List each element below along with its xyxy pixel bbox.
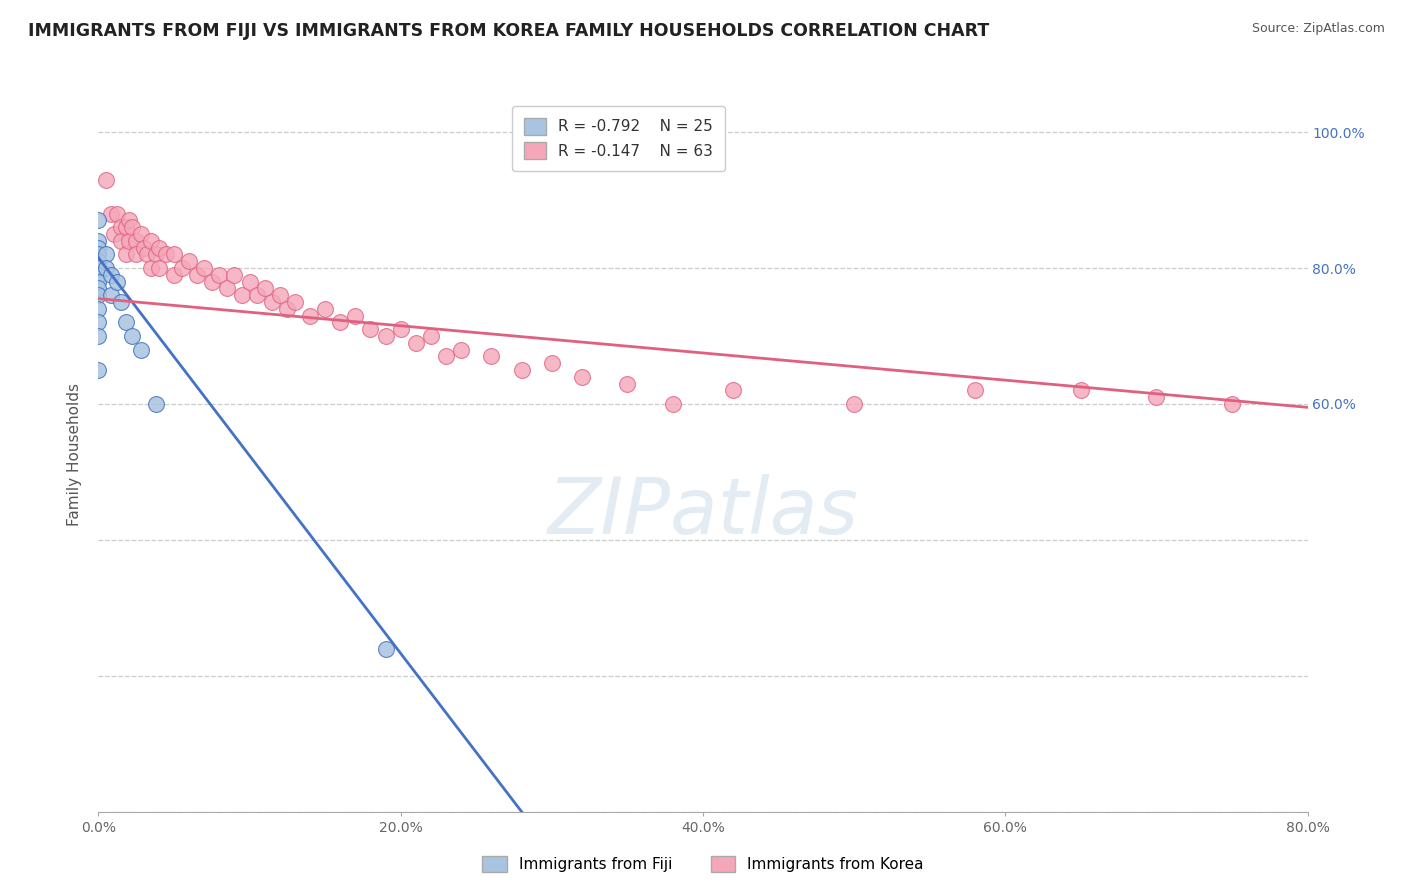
- Point: [105, 275, 128, 289]
- Point: [224, 268, 246, 282]
- Point: [129, 227, 152, 241]
- Point: [114, 315, 136, 329]
- Point: [100, 207, 122, 221]
- Point: [145, 397, 167, 411]
- Point: [87, 275, 110, 289]
- Text: ZIPatlas: ZIPatlas: [547, 474, 859, 550]
- Point: [163, 247, 186, 261]
- Point: [374, 641, 396, 656]
- Text: Source: ZipAtlas.com: Source: ZipAtlas.com: [1251, 22, 1385, 36]
- Point: [193, 260, 215, 275]
- Point: [105, 207, 128, 221]
- Point: [481, 350, 503, 364]
- Text: IMMIGRANTS FROM FIJI VS IMMIGRANTS FROM KOREA FAMILY HOUSEHOLDS CORRELATION CHAR: IMMIGRANTS FROM FIJI VS IMMIGRANTS FROM …: [28, 22, 990, 40]
- Point: [1070, 384, 1092, 398]
- Point: [723, 384, 745, 398]
- Point: [231, 288, 253, 302]
- Point: [87, 301, 110, 316]
- Point: [100, 288, 122, 302]
- Legend: Immigrants from Fiji, Immigrants from Korea: Immigrants from Fiji, Immigrants from Ko…: [475, 848, 931, 880]
- Point: [125, 247, 148, 261]
- Point: [129, 343, 152, 357]
- Point: [405, 335, 427, 350]
- Point: [374, 329, 396, 343]
- Point: [135, 247, 157, 261]
- Point: [87, 234, 110, 248]
- Point: [87, 241, 110, 255]
- Point: [314, 301, 336, 316]
- Point: [114, 220, 136, 235]
- Point: [94, 260, 117, 275]
- Point: [329, 315, 352, 329]
- Point: [87, 254, 110, 268]
- Point: [284, 295, 307, 310]
- Point: [208, 268, 231, 282]
- Point: [141, 234, 163, 248]
- Point: [118, 213, 141, 227]
- Point: [110, 220, 132, 235]
- Point: [239, 275, 262, 289]
- Point: [110, 234, 132, 248]
- Point: [186, 268, 208, 282]
- Point: [87, 363, 110, 377]
- Point: [103, 227, 125, 241]
- Point: [94, 247, 117, 261]
- Point: [262, 295, 284, 310]
- Point: [1144, 390, 1167, 404]
- Point: [87, 260, 110, 275]
- Point: [141, 260, 163, 275]
- Point: [965, 384, 987, 398]
- Point: [434, 350, 457, 364]
- Point: [121, 329, 143, 343]
- Point: [114, 247, 136, 261]
- Point: [844, 397, 866, 411]
- Point: [163, 268, 186, 282]
- Point: [269, 288, 291, 302]
- Point: [571, 369, 593, 384]
- Point: [215, 281, 238, 295]
- Point: [148, 260, 170, 275]
- Point: [148, 241, 170, 255]
- Point: [87, 329, 110, 343]
- Point: [125, 234, 148, 248]
- Point: [510, 363, 533, 377]
- Point: [110, 295, 132, 310]
- Point: [662, 397, 685, 411]
- Point: [1220, 397, 1243, 411]
- Point: [87, 268, 110, 282]
- Point: [540, 356, 562, 370]
- Point: [276, 301, 298, 316]
- Point: [299, 309, 322, 323]
- Y-axis label: Family Households: Family Households: [67, 384, 83, 526]
- Point: [201, 275, 224, 289]
- Point: [616, 376, 638, 391]
- Point: [420, 329, 443, 343]
- Point: [100, 268, 122, 282]
- Point: [118, 234, 141, 248]
- Point: [87, 281, 110, 295]
- Point: [87, 247, 110, 261]
- Legend: R = -0.792    N = 25, R = -0.147    N = 63: R = -0.792 N = 25, R = -0.147 N = 63: [512, 106, 725, 171]
- Point: [145, 247, 167, 261]
- Point: [132, 241, 155, 255]
- Point: [87, 315, 110, 329]
- Point: [389, 322, 412, 336]
- Point: [155, 247, 177, 261]
- Point: [344, 309, 367, 323]
- Point: [170, 260, 193, 275]
- Point: [360, 322, 382, 336]
- Point: [253, 281, 276, 295]
- Point: [87, 213, 110, 227]
- Point: [87, 288, 110, 302]
- Point: [179, 254, 201, 268]
- Point: [94, 172, 117, 186]
- Point: [121, 220, 143, 235]
- Point: [246, 288, 269, 302]
- Point: [450, 343, 472, 357]
